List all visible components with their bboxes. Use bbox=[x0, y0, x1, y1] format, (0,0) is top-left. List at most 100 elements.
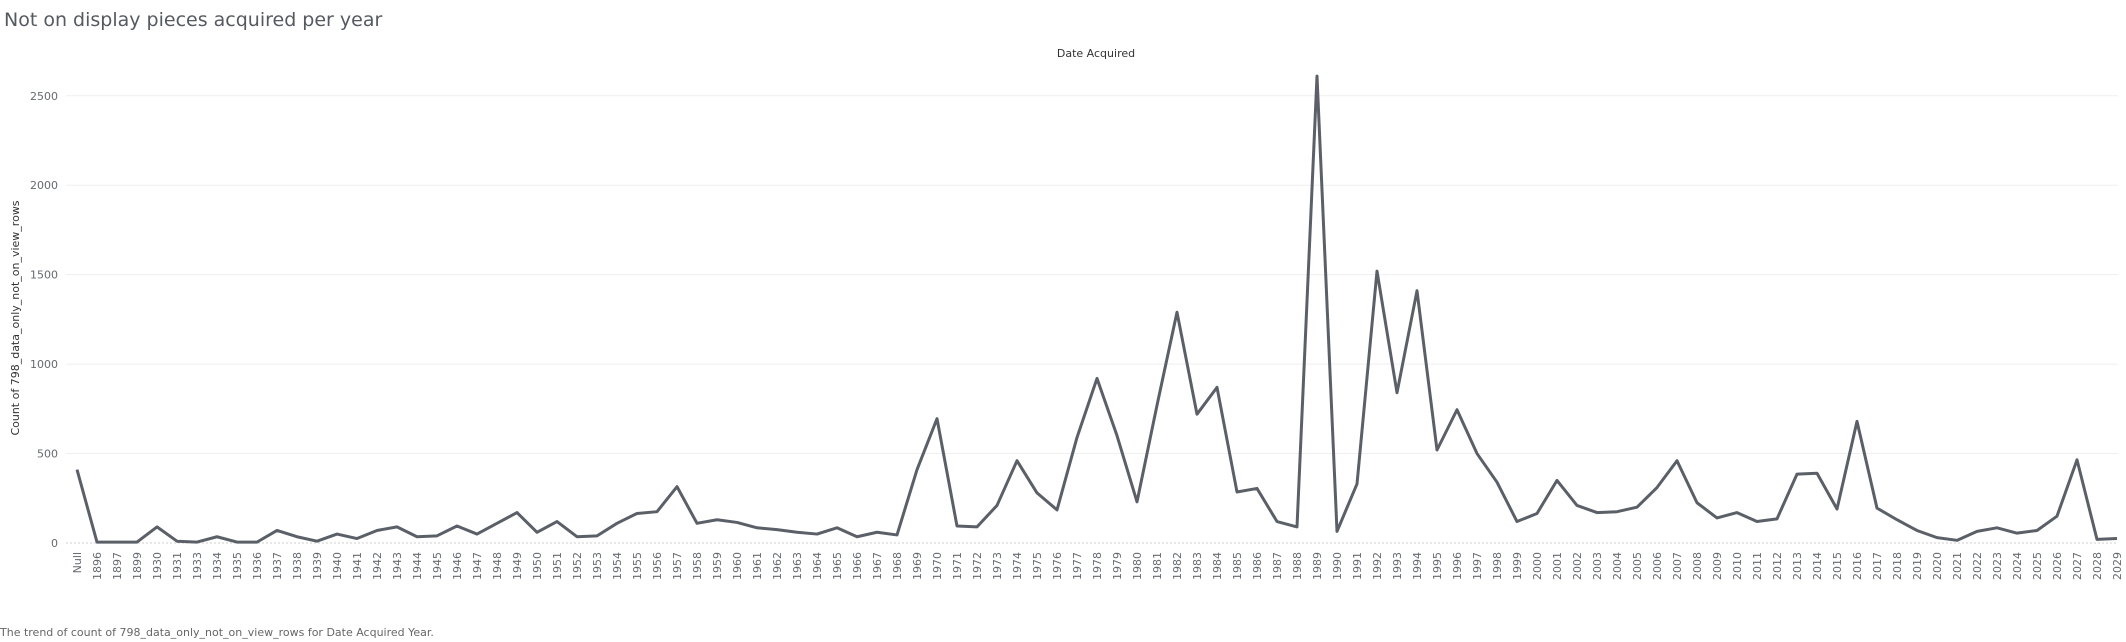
x-tick-label: 2028 bbox=[2091, 552, 2104, 580]
x-axis-ticks: Null 1896 1897 1899 1930 1931 1933 1934 1935 1936… bbox=[71, 552, 2124, 580]
x-tick-label: 1985 bbox=[1231, 552, 1244, 580]
x-tick-label: 1966 bbox=[851, 552, 864, 580]
x-tick-label: 1940 bbox=[331, 552, 344, 580]
line-chart: Date Acquired Count of 798_data_only_not… bbox=[9, 47, 2124, 580]
x-tick-label: 1954 bbox=[611, 552, 624, 580]
x-tick-label: 1975 bbox=[1031, 552, 1044, 580]
x-tick-label: 2019 bbox=[1911, 552, 1924, 580]
x-tick-label: 1981 bbox=[1151, 552, 1164, 580]
x-tick-label: 2004 bbox=[1611, 552, 1624, 580]
x-tick-label: 1941 bbox=[351, 552, 364, 580]
x-tick-label: 1944 bbox=[411, 552, 424, 580]
x-tick-label: 2005 bbox=[1631, 552, 1644, 580]
x-tick-label: 1939 bbox=[311, 552, 324, 580]
x-tick-label: 2001 bbox=[1551, 552, 1564, 580]
x-tick-label: 1996 bbox=[1451, 552, 1464, 580]
x-tick-label: Null bbox=[71, 552, 84, 573]
x-tick-label: 1897 bbox=[111, 552, 124, 580]
x-tick-label: 1991 bbox=[1351, 552, 1364, 580]
y-axis-title: Count of 798_data_only_not_on_view_rows bbox=[9, 200, 22, 435]
x-tick-label: 1937 bbox=[271, 552, 284, 580]
x-tick-label: 1935 bbox=[231, 552, 244, 580]
x-tick-label: 2022 bbox=[1971, 552, 1984, 580]
x-tick-label: 2017 bbox=[1871, 552, 1884, 580]
x-tick-label: 1965 bbox=[831, 552, 844, 580]
x-tick-label: 1955 bbox=[631, 552, 644, 580]
x-tick-label: 1993 bbox=[1391, 552, 1404, 580]
x-tick-label: 1931 bbox=[171, 552, 184, 580]
x-tick-label: 1995 bbox=[1431, 552, 1444, 580]
chart-title: Not on display pieces acquired per year bbox=[4, 9, 383, 31]
x-tick-label: 2010 bbox=[1731, 552, 1744, 580]
x-tick-label: 1988 bbox=[1291, 552, 1304, 580]
x-tick-label: 1967 bbox=[871, 552, 884, 580]
x-tick-label: 2008 bbox=[1691, 552, 1704, 580]
x-tick-label: 1984 bbox=[1211, 552, 1224, 580]
x-tick-label: 2000 bbox=[1531, 552, 1544, 580]
x-tick-label: 1953 bbox=[591, 552, 604, 580]
x-tick-label: 1974 bbox=[1011, 552, 1024, 580]
x-tick-label: 2016 bbox=[1851, 552, 1864, 580]
x-tick-label: 1990 bbox=[1331, 552, 1344, 580]
x-tick-label: 1936 bbox=[251, 552, 264, 580]
x-tick-label: 1938 bbox=[291, 552, 304, 580]
x-tick-label: 2003 bbox=[1591, 552, 1604, 580]
x-tick-label: 1942 bbox=[371, 552, 384, 580]
y-tick-label: 1500 bbox=[30, 269, 58, 282]
x-tick-label: 1899 bbox=[131, 552, 144, 580]
x-tick-label: 1952 bbox=[571, 552, 584, 580]
x-tick-label: 1970 bbox=[931, 552, 944, 580]
x-tick-label: 1933 bbox=[191, 552, 204, 580]
x-tick-label: 1956 bbox=[651, 552, 664, 580]
x-tick-label: 1978 bbox=[1091, 552, 1104, 580]
x-tick-label: 2007 bbox=[1671, 552, 1684, 580]
gridlines bbox=[66, 95, 2118, 544]
x-tick-label: 1957 bbox=[671, 552, 684, 580]
x-tick-label: 1998 bbox=[1491, 552, 1504, 580]
x-tick-label: 1959 bbox=[711, 552, 724, 580]
x-tick-label: 1982 bbox=[1171, 552, 1184, 580]
x-tick-label: 2024 bbox=[2011, 552, 2024, 580]
x-axis-title: Date Acquired bbox=[1057, 47, 1135, 60]
x-tick-label: 1896 bbox=[91, 552, 104, 580]
x-tick-label: 1968 bbox=[891, 552, 904, 580]
x-tick-label: 2021 bbox=[1951, 552, 1964, 580]
x-tick-label: 2002 bbox=[1571, 552, 1584, 580]
x-tick-label: 1948 bbox=[491, 552, 504, 580]
x-tick-label: 1951 bbox=[551, 552, 564, 580]
x-tick-label: 1961 bbox=[751, 552, 764, 580]
x-tick-label: 1983 bbox=[1191, 552, 1204, 580]
x-tick-label: 1979 bbox=[1111, 552, 1124, 580]
y-tick-label: 2500 bbox=[30, 90, 58, 103]
x-tick-label: 1989 bbox=[1311, 552, 1324, 580]
x-tick-label: 1962 bbox=[771, 552, 784, 580]
x-tick-label: 2027 bbox=[2071, 552, 2084, 580]
y-tick-label: 2000 bbox=[30, 179, 58, 192]
x-tick-label: 1971 bbox=[951, 552, 964, 580]
x-tick-label: 1950 bbox=[531, 552, 544, 580]
x-tick-label: 2029 bbox=[2111, 552, 2124, 580]
x-tick-label: 1958 bbox=[691, 552, 704, 580]
x-tick-label: 2009 bbox=[1711, 552, 1724, 580]
x-tick-label: 1973 bbox=[991, 552, 1004, 580]
x-tick-label: 1994 bbox=[1411, 552, 1424, 580]
x-tick-label: 1986 bbox=[1251, 552, 1264, 580]
x-tick-label: 1980 bbox=[1131, 552, 1144, 580]
x-tick-label: 1949 bbox=[511, 552, 524, 580]
x-tick-label: 2023 bbox=[1991, 552, 2004, 580]
x-tick-label: 1969 bbox=[911, 552, 924, 580]
series-line bbox=[75, 74, 2118, 544]
x-tick-label: 2025 bbox=[2031, 552, 2044, 580]
x-tick-label: 1972 bbox=[971, 552, 984, 580]
y-tick-label: 0 bbox=[51, 537, 58, 550]
x-tick-label: 2006 bbox=[1651, 552, 1664, 580]
x-tick-label: 2011 bbox=[1751, 552, 1764, 580]
x-tick-label: 1943 bbox=[391, 552, 404, 580]
x-tick-label: 1999 bbox=[1511, 552, 1524, 580]
x-tick-label: 1934 bbox=[211, 552, 224, 580]
x-tick-label: 2014 bbox=[1811, 552, 1824, 580]
x-tick-label: 1930 bbox=[151, 552, 164, 580]
y-tick-label: 500 bbox=[37, 448, 58, 461]
x-tick-label: 1976 bbox=[1051, 552, 1064, 580]
x-tick-label: 2015 bbox=[1831, 552, 1844, 580]
